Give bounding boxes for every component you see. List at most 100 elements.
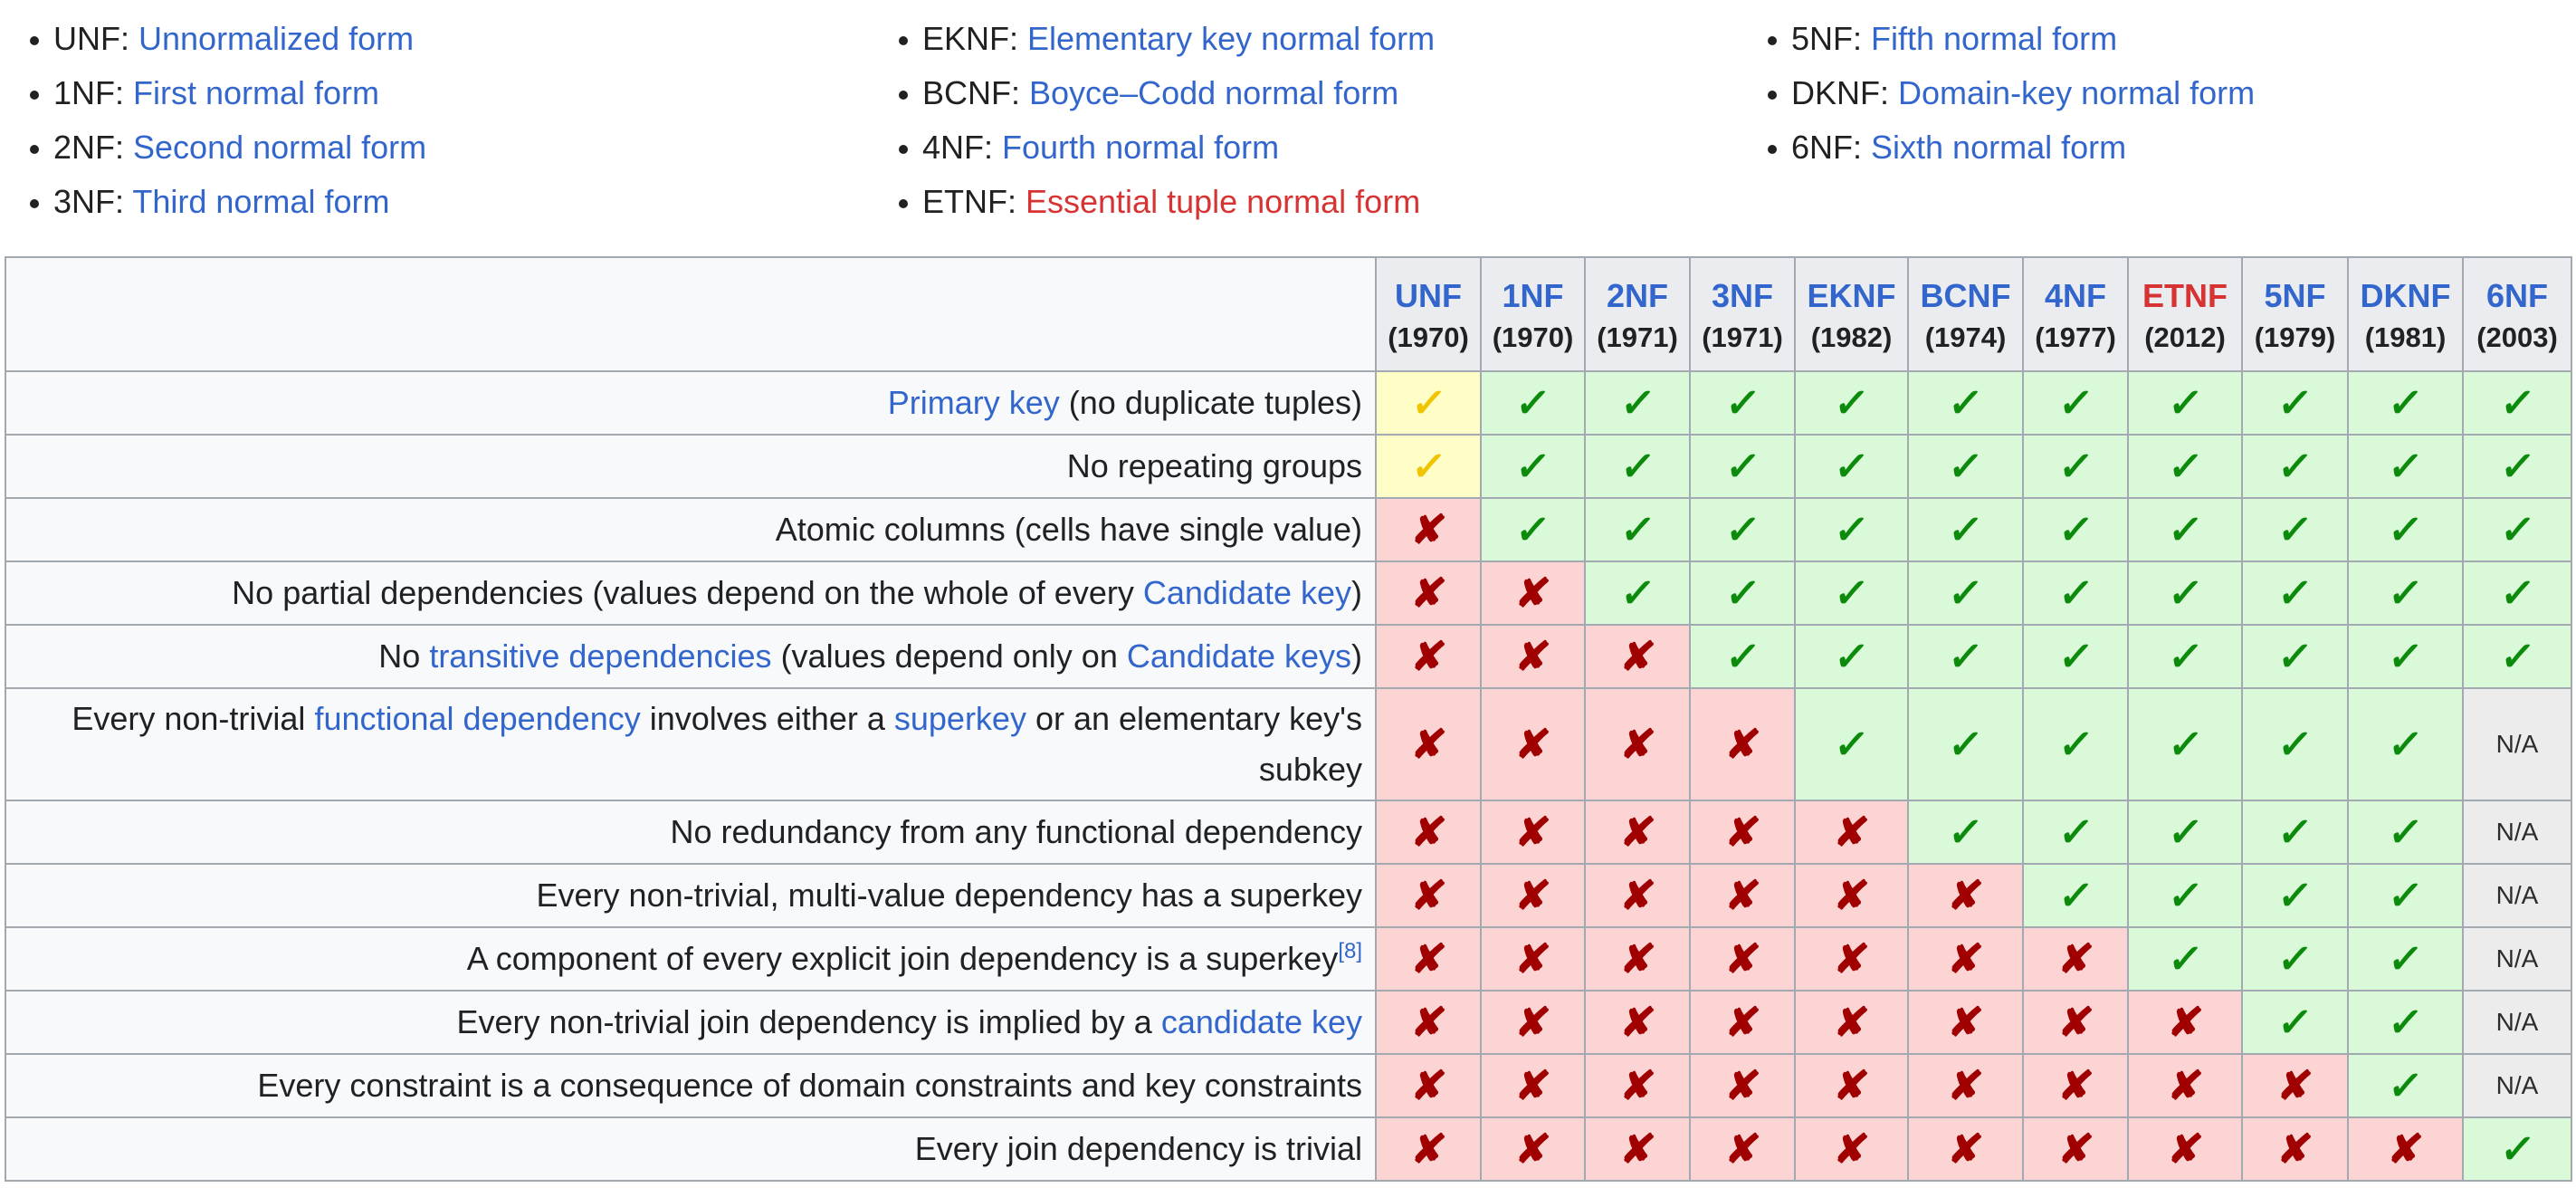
check-icon: ✓: [1408, 444, 1448, 489]
table-row: Atomic columns (cells have single value)…: [5, 497, 2572, 562]
legend-link[interactable]: Essential tuple normal form: [1026, 183, 1421, 220]
cross-icon: ✘: [1617, 1063, 1657, 1108]
row-label-link[interactable]: superkey: [893, 700, 1026, 737]
column-year: (2003): [2476, 321, 2558, 353]
legend-link[interactable]: Domain-key normal form: [1898, 74, 2256, 111]
legend-link[interactable]: Fifth normal form: [1871, 20, 2118, 57]
status-cell-yes: ✓: [2462, 1116, 2572, 1182]
row-label-text: No: [378, 637, 430, 675]
column-year: (1971): [1702, 321, 1783, 353]
column-link[interactable]: 5NF: [2264, 277, 2326, 314]
bullet-icon: [30, 145, 39, 154]
table-row: Primary key (no duplicate tuples) ✓ ✓ ✓ ✓ ✓ ✓ ✓…: [5, 370, 2572, 436]
status-cell-no: ✘: [1794, 863, 1909, 928]
status-cell-yes: ✓: [2022, 863, 2129, 928]
status-cell-yes: ✓: [2462, 560, 2572, 626]
check-icon: ✓: [2275, 634, 2315, 679]
row-label-link[interactable]: Primary key: [887, 384, 1060, 421]
status-cell-no: ✘: [1584, 1053, 1691, 1118]
row-label-link[interactable]: transitive dependencies: [429, 637, 772, 675]
cross-icon: ✘: [1722, 810, 1762, 855]
column-header-4nf: 4NF (1977): [2022, 256, 2129, 372]
status-cell-no: ✘: [1584, 624, 1691, 689]
check-icon: ✓: [2056, 634, 2095, 679]
cross-icon: ✘: [1722, 722, 1762, 767]
column-year: (1981): [2364, 321, 2447, 353]
status-cell-yes: ✓: [1584, 560, 1691, 626]
check-icon: ✓: [1945, 570, 1986, 616]
column-link[interactable]: 3NF: [1711, 277, 1773, 314]
cross-icon: ✘: [1512, 1126, 1553, 1172]
check-icon: ✓: [2056, 810, 2095, 855]
legend-link[interactable]: Second normal form: [133, 129, 427, 166]
status-cell-no: ✘: [2022, 1053, 2129, 1118]
legend-item: 6NF: Sixth normal form: [1768, 124, 2255, 178]
column-link[interactable]: EKNF: [1807, 277, 1896, 314]
status-cell-no: ✘: [1480, 1053, 1586, 1118]
table-row: No transitive dependencies (values depen…: [5, 624, 2572, 689]
status-cell-no: ✘: [1375, 990, 1482, 1055]
cross-icon: ✘: [2165, 1126, 2205, 1172]
cross-icon: ✘: [1617, 873, 1657, 918]
row-label-link[interactable]: Candidate key: [1142, 574, 1351, 611]
status-cell-yes: ✓: [2241, 687, 2349, 801]
normal-forms-table: UNF (1970) 1NF (1970) 2NF (1971) 3NF (1971) EKNF…: [5, 256, 2572, 1182]
check-icon: ✓: [2165, 570, 2205, 616]
check-icon: ✓: [2385, 810, 2426, 855]
cross-icon: ✘: [1408, 570, 1448, 616]
status-cell-no: ✘: [1480, 926, 1586, 992]
column-link[interactable]: 2NF: [1606, 277, 1668, 314]
column-link[interactable]: BCNF: [1920, 277, 2011, 314]
column-link[interactable]: ETNF: [2142, 277, 2228, 314]
legend-link[interactable]: Elementary key normal form: [1027, 20, 1436, 57]
cross-icon: ✘: [1512, 810, 1553, 855]
check-icon: ✓: [2275, 810, 2315, 855]
status-cell-yes: ✓: [1794, 434, 1909, 499]
check-icon: ✓: [2385, 936, 2426, 982]
legend-link[interactable]: Unnormalized form: [138, 20, 415, 57]
cross-icon: ✘: [1408, 1000, 1448, 1045]
status-cell-no: ✘: [1689, 1116, 1796, 1182]
status-cell-no: ✘: [2127, 1053, 2243, 1118]
status-cell-yes: ✓: [2022, 370, 2129, 436]
legend-item: DKNF: Domain-key normal form: [1768, 70, 2255, 124]
bullet-icon: [899, 199, 908, 208]
check-icon: ✓: [2497, 444, 2537, 489]
status-cell-yes: ✓: [2127, 863, 2243, 928]
status-cell-part: ✓: [1375, 434, 1482, 499]
legend-link[interactable]: Fourth normal form: [1002, 129, 1280, 166]
column-link[interactable]: DKNF: [2360, 277, 2451, 314]
column-link[interactable]: UNF: [1395, 277, 1462, 314]
column-link[interactable]: 1NF: [1502, 277, 1564, 314]
status-cell-no: ✘: [2127, 1116, 2243, 1182]
column-link[interactable]: 6NF: [2485, 277, 2548, 314]
legend-link[interactable]: Boyce–Codd normal form: [1029, 74, 1399, 111]
row-label-link[interactable]: functional dependency: [314, 700, 641, 737]
legend-link[interactable]: Third normal form: [132, 183, 390, 220]
status-cell-yes: ✓: [2022, 687, 2129, 801]
row-label-text: (values depend only on: [771, 637, 1127, 675]
legend-item: 2NF: Second normal form: [30, 124, 426, 178]
cross-icon: ✘: [1945, 1000, 1986, 1045]
legend-abbreviation: 4NF:: [922, 129, 1003, 166]
status-cell-no: ✘: [1794, 1053, 1909, 1118]
not-applicable-label: N/A: [2495, 818, 2539, 846]
check-icon: ✓: [1831, 634, 1872, 679]
status-cell-yes: ✓: [2347, 434, 2464, 499]
check-icon: ✓: [2165, 634, 2205, 679]
column-link[interactable]: 4NF: [2044, 277, 2106, 314]
legend-abbreviation: 2NF:: [53, 129, 134, 166]
row-label-link[interactable]: Candidate keys: [1126, 637, 1351, 675]
row-label-link[interactable]: candidate key: [1160, 1003, 1362, 1040]
cross-icon: ✘: [2056, 1000, 2095, 1045]
status-cell-na: N/A: [2462, 990, 2572, 1055]
legend-column-1: UNF: Unnormalized form 1NF: First normal …: [30, 15, 426, 233]
status-cell-no: ✘: [1689, 1053, 1796, 1118]
status-cell-yes: ✓: [2127, 926, 2243, 992]
row-label: Every join dependency is trivial: [5, 1116, 1377, 1182]
reference-marker[interactable]: [8]: [1338, 939, 1362, 963]
status-cell-yes: ✓: [2347, 624, 2464, 689]
legend-link[interactable]: First normal form: [133, 74, 380, 111]
cross-icon: ✘: [1945, 936, 1986, 982]
legend-link[interactable]: Sixth normal form: [1871, 129, 2127, 166]
